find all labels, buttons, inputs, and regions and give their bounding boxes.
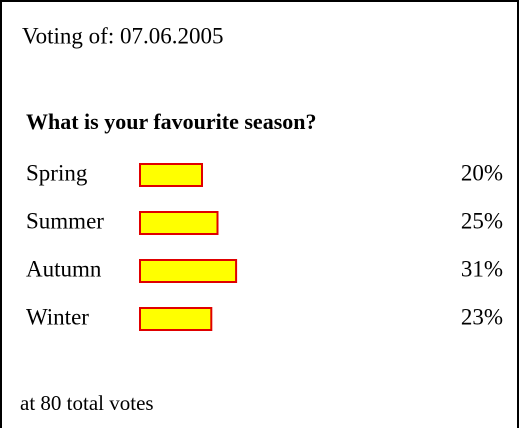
value-label: 31% [461, 256, 503, 281]
poll-date: Voting of: 07.06.2005 [22, 23, 223, 48]
value-label: 20% [461, 160, 503, 185]
total-votes: at 80 total votes [20, 391, 154, 415]
bar [139, 211, 219, 235]
bar [139, 163, 203, 187]
poll-question: What is your favourite season? [26, 109, 317, 134]
category-label: Autumn [26, 256, 102, 281]
bar [139, 259, 238, 283]
value-label: 23% [461, 304, 503, 329]
value-label: 25% [461, 208, 503, 233]
category-label: Winter [26, 304, 89, 329]
category-label: Summer [26, 208, 104, 233]
category-label: Spring [26, 160, 88, 185]
bar [139, 307, 213, 331]
